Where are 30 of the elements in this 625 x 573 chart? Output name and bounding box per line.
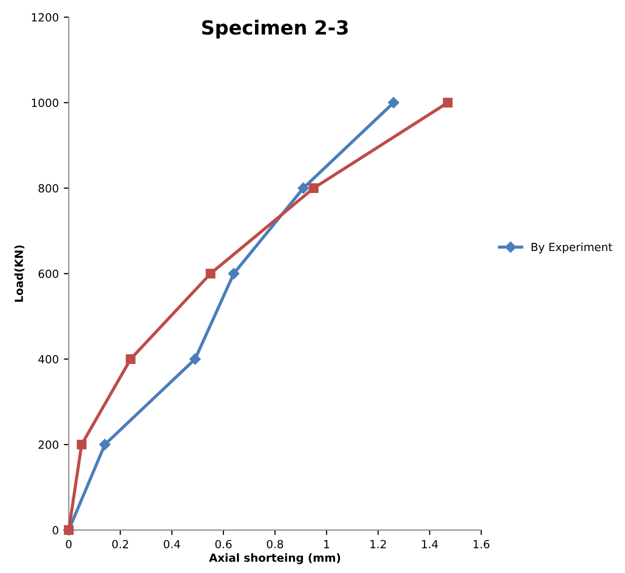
x-tick-label: 0.4 (164, 540, 180, 548)
x-tick-label: 1.2 (370, 540, 386, 548)
legend-label: By Experiment (532, 242, 612, 254)
point (308, 183, 319, 193)
x-tick-label: 1.4 (422, 540, 438, 548)
x-tick-label: 1.6 (474, 540, 490, 548)
point (99, 438, 110, 450)
point (388, 97, 400, 108)
y-tick-label: 200 (38, 440, 58, 449)
y-tick-label: 600 (38, 270, 58, 278)
y-tick-label: 0 (52, 526, 58, 534)
x-tick-label: 0.6 (215, 540, 232, 548)
x-axis-title: Axial shorteing (mm) (209, 553, 340, 564)
point (189, 353, 201, 365)
x-tick-label: 0.2 (112, 540, 128, 548)
x-tick-label: 0.8 (266, 540, 284, 548)
x-tick-label: 0 (66, 540, 72, 548)
y-tick-label: 1200 (32, 13, 58, 22)
y-axis-title: Load(KN) (14, 245, 24, 302)
point (442, 98, 453, 108)
x-tick-label: 1 (324, 540, 330, 548)
y-tick-label: 1000 (32, 98, 58, 108)
point (76, 440, 86, 450)
point (206, 268, 216, 278)
y-tick-label: 800 (38, 184, 58, 193)
y-tick-label: 400 (38, 355, 58, 364)
point (126, 354, 136, 364)
point (298, 182, 309, 194)
point (228, 268, 240, 280)
chart-title: Specimen 2-3 (202, 20, 348, 39)
